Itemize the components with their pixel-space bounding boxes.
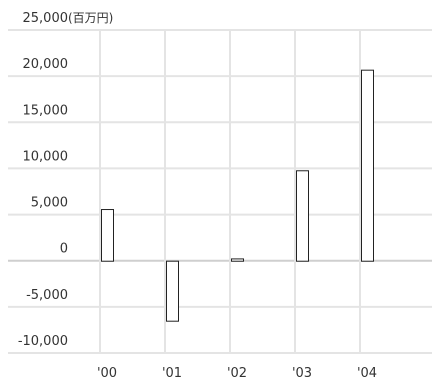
y-tick-label: 25,000 <box>23 11 69 26</box>
bar-3 <box>296 170 309 262</box>
y-tick-label: 0 <box>60 242 68 257</box>
x-tick-label: '00 <box>97 366 117 379</box>
y-tick-label: -10,000 <box>18 334 68 349</box>
x-tick-label: '01 <box>162 366 182 379</box>
bar-1 <box>166 260 179 322</box>
grid-layer <box>8 29 432 354</box>
x-axis-labels: '00 '01 '02 '03 '04 <box>97 366 377 379</box>
y-axis-labels: 25,000 20,000 15,000 10,000 5,000 0 -5,000 -10,… <box>18 11 68 349</box>
x-tick-label: '03 <box>292 366 312 379</box>
bar-4 <box>361 69 374 262</box>
y-tick-label: 5,000 <box>31 196 68 211</box>
bar-2 <box>231 258 244 262</box>
y-tick-label: 15,000 <box>23 103 69 118</box>
y-tick-label: 10,000 <box>23 149 69 164</box>
y-tick-label: 20,000 <box>23 57 69 72</box>
bar-0 <box>101 209 114 262</box>
y-axis-unit-label: (百万円) <box>68 11 113 25</box>
x-tick-label: '02 <box>227 366 247 379</box>
y-tick-label: -5,000 <box>26 288 68 303</box>
x-tick-label: '04 <box>357 366 377 379</box>
bars-layer <box>101 69 374 322</box>
